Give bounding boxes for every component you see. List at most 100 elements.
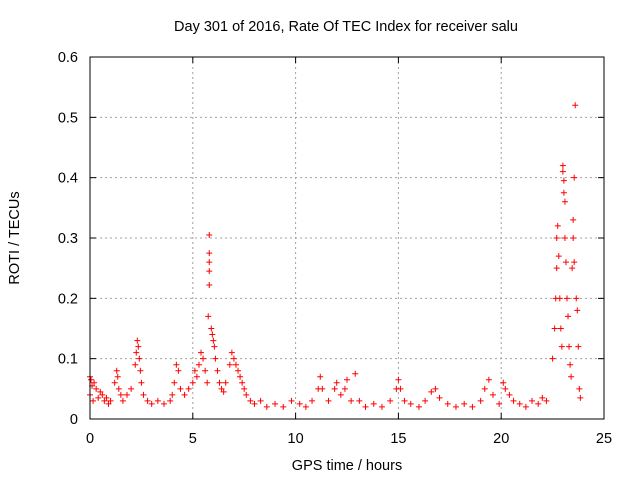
data-point: [436, 394, 443, 401]
data-point: [198, 349, 205, 356]
data-point: [555, 253, 562, 260]
data-point: [553, 235, 560, 241]
data-point: [119, 397, 126, 404]
data-point: [557, 325, 564, 332]
data-point: [210, 337, 217, 344]
data-point: [485, 376, 492, 383]
data-point: [206, 250, 213, 257]
data-point: [135, 343, 142, 350]
data-point: [251, 400, 258, 407]
data-point: [469, 403, 476, 410]
data-point: [206, 282, 213, 289]
data-point: [200, 355, 207, 362]
data-point: [522, 403, 529, 410]
data-point: [577, 394, 584, 401]
data-point: [144, 397, 151, 404]
data-point: [562, 259, 569, 266]
data-point: [228, 349, 235, 356]
data-point: [239, 379, 246, 386]
data-point: [204, 379, 211, 386]
data-point: [348, 397, 355, 404]
data-point: [502, 385, 509, 392]
data-point: [568, 373, 575, 380]
data-point: [554, 222, 561, 229]
data-point: [230, 355, 237, 362]
data-point: [138, 379, 145, 386]
data-point: [202, 367, 209, 374]
data-point: [154, 397, 161, 404]
data-point: [195, 361, 202, 368]
y-tick-label: 0.4: [58, 171, 78, 187]
data-point: [205, 313, 212, 320]
data-point: [341, 385, 348, 392]
data-points: [87, 102, 584, 410]
data-point: [317, 373, 324, 380]
data-point: [191, 367, 198, 374]
data-point: [216, 379, 223, 386]
data-point: [378, 403, 385, 410]
y-axis-label: ROTI / TECUs: [7, 191, 23, 284]
data-point: [561, 235, 568, 241]
data-point: [91, 379, 98, 386]
data-point: [132, 361, 139, 368]
x-tick-label: 20: [493, 431, 509, 447]
data-point: [218, 385, 225, 392]
x-tick-label: 25: [596, 431, 612, 447]
data-point: [222, 379, 229, 386]
x-tick-label: 5: [189, 431, 197, 447]
data-point: [407, 400, 414, 407]
data-point: [124, 391, 131, 398]
data-point: [113, 367, 120, 374]
data-point: [344, 376, 350, 383]
data-point: [337, 391, 344, 398]
data-point: [136, 355, 143, 362]
data-point: [370, 400, 377, 407]
data-point: [559, 168, 566, 175]
data-point: [325, 397, 332, 404]
data-point: [565, 313, 572, 320]
data-point: [563, 295, 570, 302]
data-point: [553, 265, 560, 272]
data-point: [103, 394, 110, 401]
data-point: [558, 343, 565, 350]
axis-ticks: 0 5 10 15 20 25 0 0.1 0.2 0.3 0.4 0.5 0.6: [58, 50, 612, 447]
data-point: [90, 397, 97, 404]
data-point: [461, 400, 468, 407]
data-point: [280, 403, 287, 410]
data-point: [97, 388, 104, 395]
data-point: [432, 385, 439, 392]
data-point: [331, 385, 338, 392]
data-point: [362, 403, 369, 410]
data-point: [134, 337, 141, 344]
data-point: [333, 379, 340, 386]
y-tick-label: 0: [70, 412, 78, 428]
data-point: [496, 400, 503, 407]
data-point: [173, 361, 180, 368]
data-point: [208, 325, 215, 332]
data-point: [481, 385, 488, 392]
data-point: [114, 373, 121, 380]
data-point: [506, 391, 513, 398]
data-point: [401, 397, 408, 404]
data-point: [516, 400, 523, 407]
data-point: [576, 385, 583, 392]
data-point: [561, 198, 568, 205]
data-point: [539, 394, 546, 401]
data-point: [272, 400, 279, 407]
data-point: [397, 385, 404, 392]
data-point: [189, 379, 196, 386]
data-point: [452, 403, 459, 410]
data-point: [567, 361, 574, 368]
data-point: [140, 391, 147, 398]
y-tick-label: 0.2: [58, 291, 78, 307]
data-point: [560, 189, 567, 196]
data-point: [263, 403, 270, 410]
data-point: [115, 385, 122, 392]
data-point: [395, 376, 402, 383]
x-tick-label: 0: [86, 431, 94, 447]
data-point: [571, 259, 578, 266]
data-point: [99, 391, 106, 398]
data-point: [444, 400, 451, 407]
data-point: [356, 397, 363, 404]
data-point: [551, 325, 558, 332]
